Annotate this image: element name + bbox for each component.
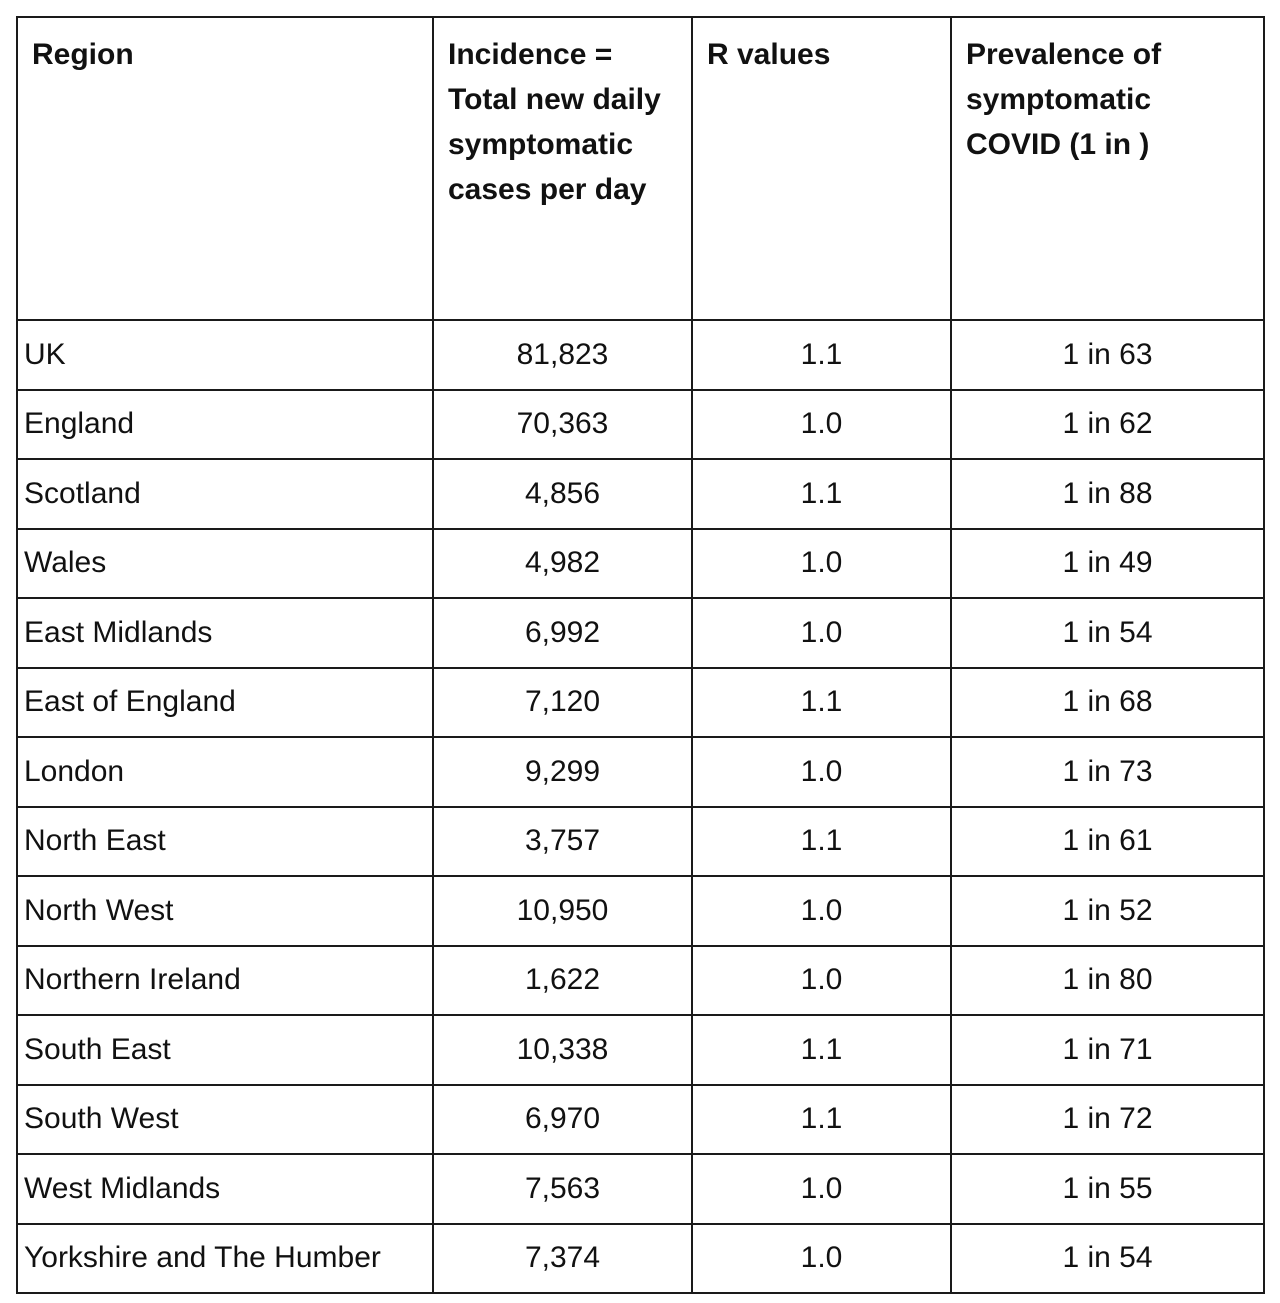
cell-prevalence: 1 in 54 bbox=[950, 1222, 1265, 1294]
cell-prevalence: 1 in 71 bbox=[950, 1014, 1265, 1086]
cell-region: Scotland bbox=[16, 458, 434, 530]
table-row: North West 10,950 1.0 1 in 52 bbox=[16, 875, 1265, 947]
cell-incidence: 4,856 bbox=[432, 458, 693, 530]
cell-region: UK bbox=[16, 319, 434, 391]
table-row: South East 10,338 1.1 1 in 71 bbox=[16, 1014, 1265, 1086]
cell-prevalence: 1 in 62 bbox=[950, 388, 1265, 460]
header-prevalence: Prevalence of symptomatic COVID (1 in ) bbox=[950, 16, 1265, 321]
cell-incidence: 70,363 bbox=[432, 388, 693, 460]
table-row: UK 81,823 1.1 1 in 63 bbox=[16, 319, 1265, 391]
cell-prevalence: 1 in 55 bbox=[950, 1153, 1265, 1225]
cell-prevalence: 1 in 52 bbox=[950, 875, 1265, 947]
cell-incidence: 9,299 bbox=[432, 736, 693, 808]
cell-prevalence: 1 in 54 bbox=[950, 597, 1265, 669]
table-row: West Midlands 7,563 1.0 1 in 55 bbox=[16, 1153, 1265, 1225]
cell-incidence: 1,622 bbox=[432, 944, 693, 1016]
cell-r-value: 1.0 bbox=[691, 1153, 952, 1225]
cell-region: Yorkshire and The Humber bbox=[16, 1222, 434, 1294]
cell-prevalence: 1 in 73 bbox=[950, 736, 1265, 808]
cell-region: East Midlands bbox=[16, 597, 434, 669]
table-row: East of England 7,120 1.1 1 in 68 bbox=[16, 666, 1265, 738]
cell-incidence: 10,338 bbox=[432, 1014, 693, 1086]
cell-r-value: 1.1 bbox=[691, 319, 952, 391]
cell-region: England bbox=[16, 388, 434, 460]
cell-prevalence: 1 in 80 bbox=[950, 944, 1265, 1016]
table-row: Yorkshire and The Humber 7,374 1.0 1 in 54 bbox=[16, 1222, 1265, 1294]
cell-prevalence: 1 in 68 bbox=[950, 666, 1265, 738]
cell-r-value: 1.1 bbox=[691, 666, 952, 738]
cell-r-value: 1.0 bbox=[691, 388, 952, 460]
cell-r-value: 1.0 bbox=[691, 527, 952, 599]
cell-prevalence: 1 in 88 bbox=[950, 458, 1265, 530]
cell-prevalence: 1 in 63 bbox=[950, 319, 1265, 391]
cell-incidence: 7,563 bbox=[432, 1153, 693, 1225]
header-r-values: R values bbox=[691, 16, 952, 321]
cell-region: South West bbox=[16, 1083, 434, 1155]
cell-r-value: 1.0 bbox=[691, 944, 952, 1016]
cell-region: South East bbox=[16, 1014, 434, 1086]
cell-region: West Midlands bbox=[16, 1153, 434, 1225]
cell-incidence: 7,374 bbox=[432, 1222, 693, 1294]
cell-incidence: 6,970 bbox=[432, 1083, 693, 1155]
table-row: Wales 4,982 1.0 1 in 49 bbox=[16, 527, 1265, 599]
cell-region: London bbox=[16, 736, 434, 808]
table-row: East Midlands 6,992 1.0 1 in 54 bbox=[16, 597, 1265, 669]
cell-region: Northern Ireland bbox=[16, 944, 434, 1016]
cell-r-value: 1.1 bbox=[691, 458, 952, 530]
cell-r-value: 1.0 bbox=[691, 875, 952, 947]
cell-r-value: 1.0 bbox=[691, 736, 952, 808]
cell-incidence: 3,757 bbox=[432, 805, 693, 877]
cell-r-value: 1.1 bbox=[691, 805, 952, 877]
table-row: England 70,363 1.0 1 in 62 bbox=[16, 388, 1265, 460]
header-row: Region Incidence = Total new daily sympt… bbox=[16, 16, 1265, 321]
cell-region: North East bbox=[16, 805, 434, 877]
cell-prevalence: 1 in 72 bbox=[950, 1083, 1265, 1155]
cell-region: North West bbox=[16, 875, 434, 947]
cell-incidence: 10,950 bbox=[432, 875, 693, 947]
table-row: Northern Ireland 1,622 1.0 1 in 80 bbox=[16, 944, 1265, 1016]
cell-r-value: 1.1 bbox=[691, 1014, 952, 1086]
table-body: UK 81,823 1.1 1 in 63 England 70,363 1.0 1 in 6… bbox=[16, 319, 1265, 1294]
header-region: Region bbox=[16, 16, 434, 321]
table-header: Region Incidence = Total new daily sympt… bbox=[16, 16, 1265, 321]
header-incidence: Incidence = Total new daily symptomatic … bbox=[432, 16, 693, 321]
cell-region: East of England bbox=[16, 666, 434, 738]
cell-incidence: 4,982 bbox=[432, 527, 693, 599]
table-row: Scotland 4,856 1.1 1 in 88 bbox=[16, 458, 1265, 530]
cell-prevalence: 1 in 61 bbox=[950, 805, 1265, 877]
cell-r-value: 1.1 bbox=[691, 1083, 952, 1155]
table-row: South West 6,970 1.1 1 in 72 bbox=[16, 1083, 1265, 1155]
cell-r-value: 1.0 bbox=[691, 597, 952, 669]
cell-incidence: 6,992 bbox=[432, 597, 693, 669]
table-row: North East 3,757 1.1 1 in 61 bbox=[16, 805, 1265, 877]
cell-r-value: 1.0 bbox=[691, 1222, 952, 1294]
covid-region-table: Region Incidence = Total new daily sympt… bbox=[16, 16, 1265, 1294]
table-row: London 9,299 1.0 1 in 73 bbox=[16, 736, 1265, 808]
cell-incidence: 81,823 bbox=[432, 319, 693, 391]
cell-prevalence: 1 in 49 bbox=[950, 527, 1265, 599]
cell-region: Wales bbox=[16, 527, 434, 599]
cell-incidence: 7,120 bbox=[432, 666, 693, 738]
